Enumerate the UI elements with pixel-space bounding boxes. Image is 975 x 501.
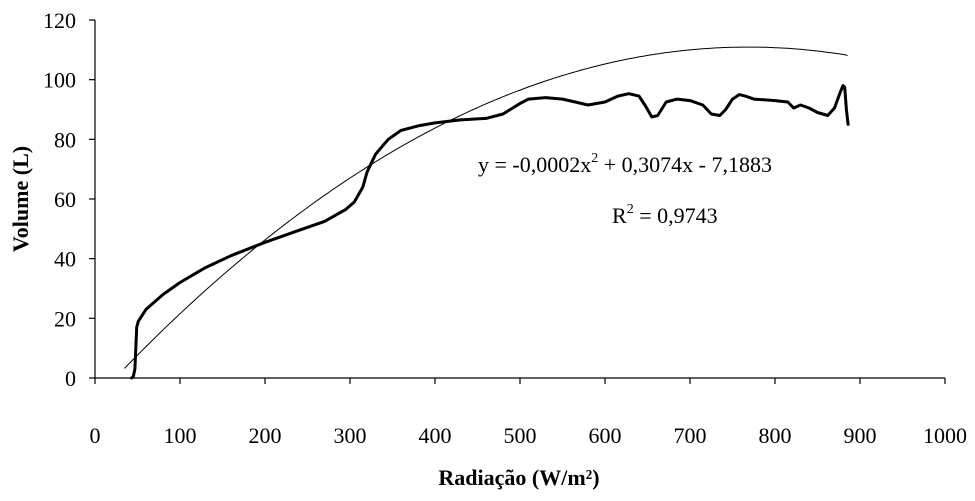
x-tick-label: 200	[249, 423, 282, 448]
x-tick-label: 100	[164, 423, 197, 448]
axes	[94, 20, 945, 379]
r-squared-part-1: R	[612, 203, 627, 228]
y-tick-label: 0	[65, 366, 76, 391]
r-squared-label: R2 = 0,9743	[612, 202, 718, 228]
x-tick-label: 0	[90, 423, 101, 448]
y-tick-label: 20	[54, 306, 76, 331]
x-tick-label: 800	[759, 423, 792, 448]
trendline-equation-part-1: y = -0,0002x	[478, 152, 591, 177]
x-tick-label: 400	[419, 423, 452, 448]
y-axis-title: Volume (L)	[8, 146, 33, 252]
trendline-equation-exponent: 2	[591, 151, 598, 166]
series-layer	[124, 46, 850, 380]
ticks	[89, 19, 946, 384]
x-tick-label: 500	[504, 423, 537, 448]
x-tick-label: 700	[674, 423, 707, 448]
y-tick-label: 40	[54, 247, 76, 272]
r-squared-part-2: = 0,9743	[634, 203, 718, 228]
y-tick-label: 60	[54, 187, 76, 212]
tick-labels: 0 100 200 300 400 500 600 700 800 900 1000 0 20 40 60 8…	[43, 8, 967, 448]
x-tick-label: 600	[589, 423, 622, 448]
y-tick-label: 120	[43, 8, 76, 33]
trendline-equation-part-2: + 0,3074x - 7,1883	[598, 152, 772, 177]
r-squared-exponent: 2	[627, 202, 634, 217]
x-axis-title: Radiação (W/m²)	[438, 465, 599, 490]
trendline-equation: y = -0,0002x2 + 0,3074x - 7,1883	[478, 151, 772, 177]
volume-series-line	[130, 84, 850, 380]
x-tick-label: 1000	[923, 423, 967, 448]
x-tick-label: 900	[844, 423, 877, 448]
y-tick-label: 80	[54, 127, 76, 152]
x-tick-label: 300	[334, 423, 367, 448]
y-tick-label: 100	[43, 68, 76, 93]
trendline	[124, 46, 848, 369]
